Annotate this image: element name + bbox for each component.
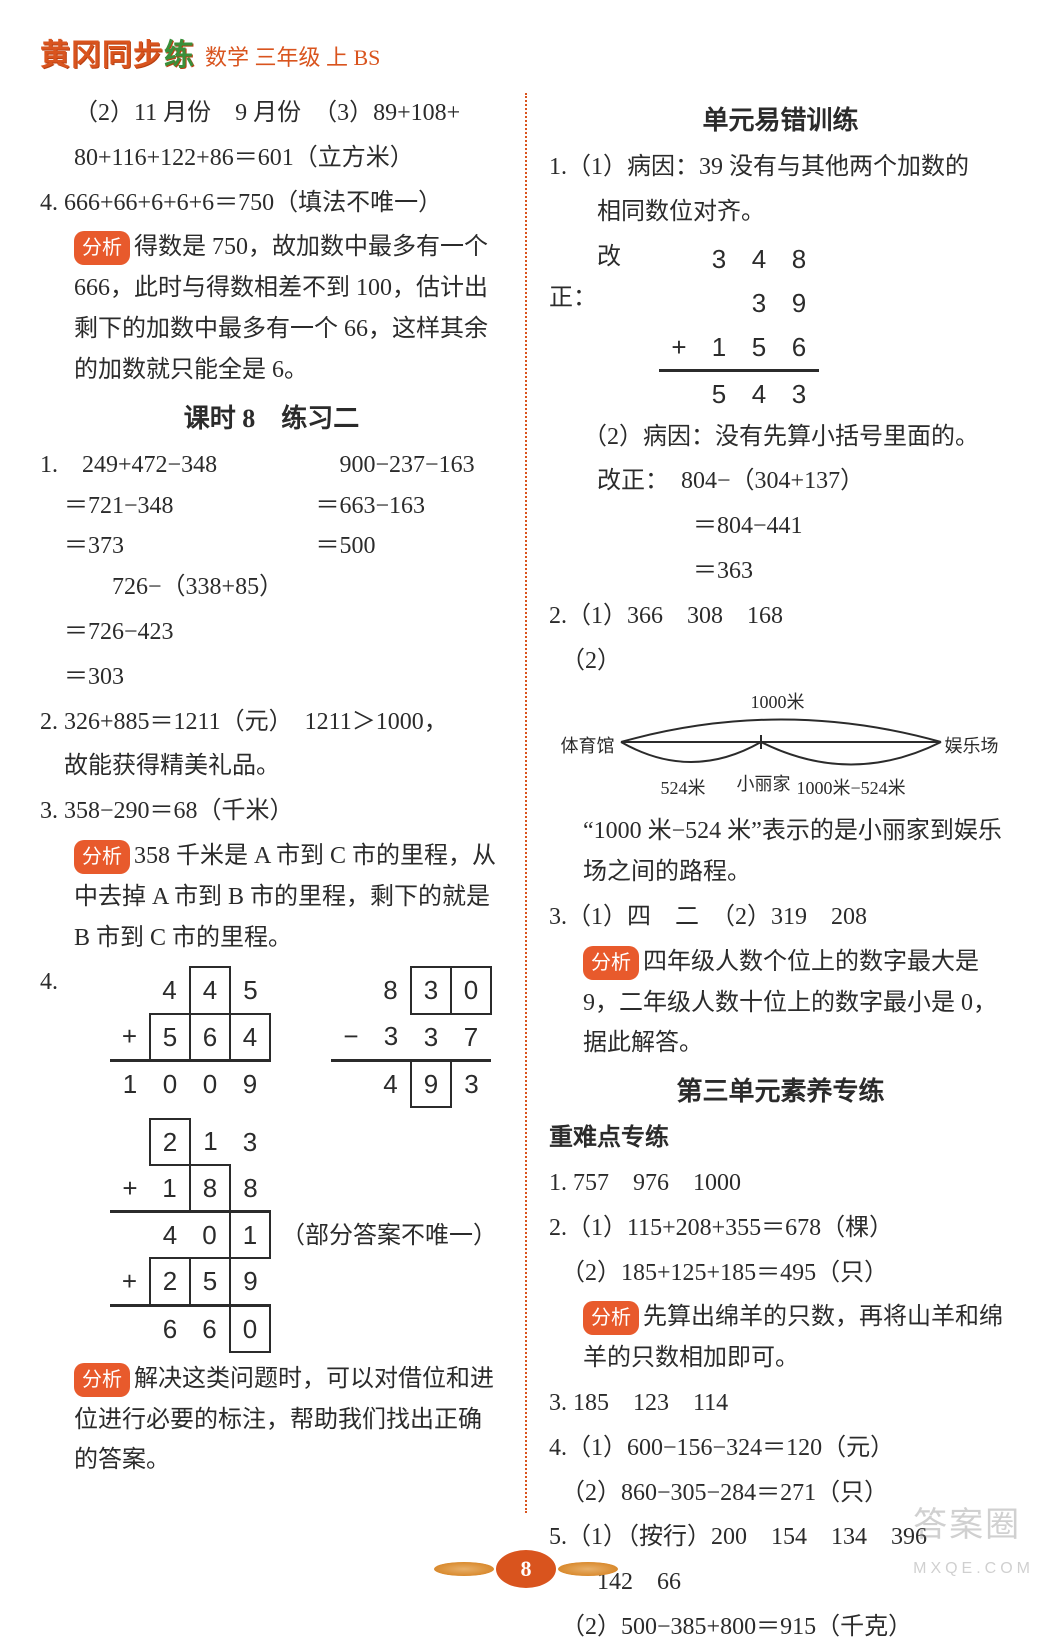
right-column: 单元易错训练 1.（1）病因：39 没有与其他两个加数的 相同数位对齐。 改正：… bbox=[549, 93, 1012, 1652]
q2b: （2） bbox=[549, 641, 1012, 682]
s2b: （2）185+125+185＝495（只） bbox=[549, 1253, 1012, 1294]
s3: 3. 185 123 114 bbox=[549, 1383, 1012, 1424]
calc1a: 1. 249+472−348 bbox=[40, 445, 252, 486]
calc5: ＝726−423 bbox=[40, 612, 503, 653]
right-title2: 第三单元素养专练 bbox=[549, 1070, 1012, 1114]
r2d: ＝363 bbox=[549, 551, 1012, 592]
va3-wrap: 213 +188 401 +259 660 （部分答案不唯一） bbox=[40, 1114, 503, 1359]
brand-text-pre: 黄冈同步 bbox=[40, 39, 164, 72]
partial-note: （部分答案不唯一） bbox=[281, 1216, 497, 1257]
analysis-tag: 分析 bbox=[74, 231, 130, 265]
left-l2: 80+116+122+86＝601（立方米） bbox=[40, 138, 503, 179]
right-fx4: 分析四年级人数个位上的数字最大是 9，二年级人数十位上的数字最小是 0，据此解答… bbox=[549, 942, 1012, 1064]
calc3b: ＝500 bbox=[292, 526, 504, 567]
left-fx2: 分析358 千米是 A 市到 C 市的里程，从中去掉 A 市到 B 市的里程，剩… bbox=[40, 836, 503, 958]
q2c: “1000 米−524 米”表示的是小丽家到娱乐场之间的路程。 bbox=[549, 811, 1012, 893]
dg-b1: 524米 bbox=[661, 773, 706, 804]
dg-b2: 1000米−524米 bbox=[797, 773, 906, 804]
calc2a: ＝721−348 bbox=[40, 486, 252, 527]
r1b: 相同数位对齐。 bbox=[549, 192, 1012, 233]
right-fx4-text: 四年级人数个位上的数字最大是 9，二年级人数十位上的数字最小是 0，据此解答。 bbox=[583, 949, 997, 1057]
page-number: 8 bbox=[496, 1550, 556, 1588]
left-q2b: 故能获得精美礼品。 bbox=[40, 746, 503, 787]
r2b: 改正： 804−（304+137） bbox=[549, 461, 1012, 502]
left-fx1: 分析得数是 750，故加数中最多有一个 666，此时与得数相差不到 100，估计… bbox=[40, 227, 503, 390]
left-fx2-text: 358 千米是 A 市到 C 市的里程，从中去掉 A 市到 B 市的里程，剩下的… bbox=[74, 843, 496, 951]
q2: 2.（1）366 308 168 bbox=[549, 596, 1012, 637]
page-header: 黄冈同步练 数学 三年级 上 BS bbox=[40, 30, 1012, 81]
brand-text-green: 练 bbox=[164, 39, 195, 72]
dg-mid: 小丽家 bbox=[737, 769, 791, 800]
analysis-tag: 分析 bbox=[74, 840, 130, 874]
analysis-tag: 分析 bbox=[74, 1363, 130, 1397]
calc-row3: ＝373 ＝500 bbox=[40, 526, 503, 567]
s2a: 2.（1）115+208+355＝678（棵） bbox=[549, 1208, 1012, 1249]
calc4: 726−（338+85） bbox=[40, 567, 503, 608]
dg-top: 1000米 bbox=[751, 687, 805, 718]
r2a: （2）病因：没有先算小括号里面的。 bbox=[549, 417, 1012, 458]
left-column: （2）11 月份 9 月份 （3）89+108+ 80+116+122+86＝6… bbox=[40, 93, 503, 1652]
watermark-sub: MXQE.COM bbox=[913, 1555, 1034, 1582]
va1: 445 +564 1009 bbox=[110, 966, 271, 1106]
lesson8-title: 课时 8 练习二 bbox=[40, 397, 503, 441]
sub2: 重难点专练 bbox=[549, 1118, 1012, 1159]
header-subtitle: 数学 三年级 上 BS bbox=[205, 39, 380, 76]
va3: 213 +188 401 +259 660 bbox=[110, 1118, 271, 1353]
calc1b: 900−237−163 bbox=[292, 445, 504, 486]
q4-block: 4. 445 +564 1009 830 −337 493 bbox=[40, 962, 503, 1114]
dg-left: 体育馆 bbox=[561, 731, 615, 762]
calc2b: ＝663−163 bbox=[292, 486, 504, 527]
right-title1: 单元易错训练 bbox=[549, 99, 1012, 143]
watermark-text: 答案圈 bbox=[913, 1506, 1021, 1544]
distance-diagram: 1000米 体育馆 娱乐场 524米 小丽家 1000米−524米 bbox=[561, 687, 1001, 807]
left-fx3-text: 解决这类问题时，可以对借位和进位进行必要的标注，帮助我们找出正确的答案。 bbox=[74, 1366, 494, 1474]
column-divider bbox=[525, 93, 527, 1513]
calc6: ＝303 bbox=[40, 657, 503, 698]
brand: 黄冈同步练 bbox=[40, 30, 195, 81]
calc-row2: ＝721−348 ＝663−163 bbox=[40, 486, 503, 527]
va2: 830 −337 493 bbox=[331, 966, 492, 1108]
dg-right: 娱乐场 bbox=[945, 731, 999, 762]
calc3a: ＝373 bbox=[40, 526, 252, 567]
content-columns: （2）11 月份 9 月份 （3）89+108+ 80+116+122+86＝6… bbox=[40, 93, 1012, 1652]
q3: 3.（1）四 二 （2）319 208 bbox=[549, 897, 1012, 938]
watermark: 答案圈 MXQE.COM bbox=[913, 1497, 1034, 1582]
fix-calc-wrap: 改正： 348 39 +156 543 bbox=[549, 237, 1012, 417]
r2c: ＝804−441 bbox=[549, 506, 1012, 547]
analysis-tag: 分析 bbox=[583, 1301, 639, 1335]
left-fx3: 分析解决这类问题时，可以对借位和进位进行必要的标注，帮助我们找出正确的答案。 bbox=[40, 1359, 503, 1481]
s5c: （2）500−385+800＝915（千克） bbox=[549, 1607, 1012, 1648]
r1c: 改正： bbox=[549, 237, 659, 319]
left-fx1-text: 得数是 750，故加数中最多有一个 666，此时与得数相差不到 100，估计出剩… bbox=[74, 234, 488, 382]
left-q3: 3. 358−290＝68（千米） bbox=[40, 791, 503, 832]
left-l3: 4. 666+66+6+6+6＝750（填法不唯一） bbox=[40, 183, 503, 224]
va-fix: 348 39 +156 543 bbox=[659, 237, 819, 417]
analysis-tag: 分析 bbox=[583, 946, 639, 980]
r1: 1.（1）病因：39 没有与其他两个加数的 bbox=[549, 147, 1012, 188]
left-l1: （2）11 月份 9 月份 （3）89+108+ bbox=[40, 93, 503, 134]
calc-row1: 1. 249+472−348 900−237−163 bbox=[40, 445, 503, 486]
right-fx5: 分析先算出绵羊的只数，再将山羊和绵羊的只数相加即可。 bbox=[549, 1297, 1012, 1379]
left-q2: 2. 326+885＝1211（元） 1211＞1000， bbox=[40, 702, 503, 743]
q4-label: 4. bbox=[40, 962, 70, 1003]
right-fx5-text: 先算出绵羊的只数，再将山羊和绵羊的只数相加即可。 bbox=[583, 1304, 1003, 1371]
va-pair-top: 445 +564 1009 830 −337 493 bbox=[70, 962, 502, 1114]
s1: 1. 757 976 1000 bbox=[549, 1163, 1012, 1204]
s4a: 4.（1）600−156−324＝120（元） bbox=[549, 1428, 1012, 1469]
